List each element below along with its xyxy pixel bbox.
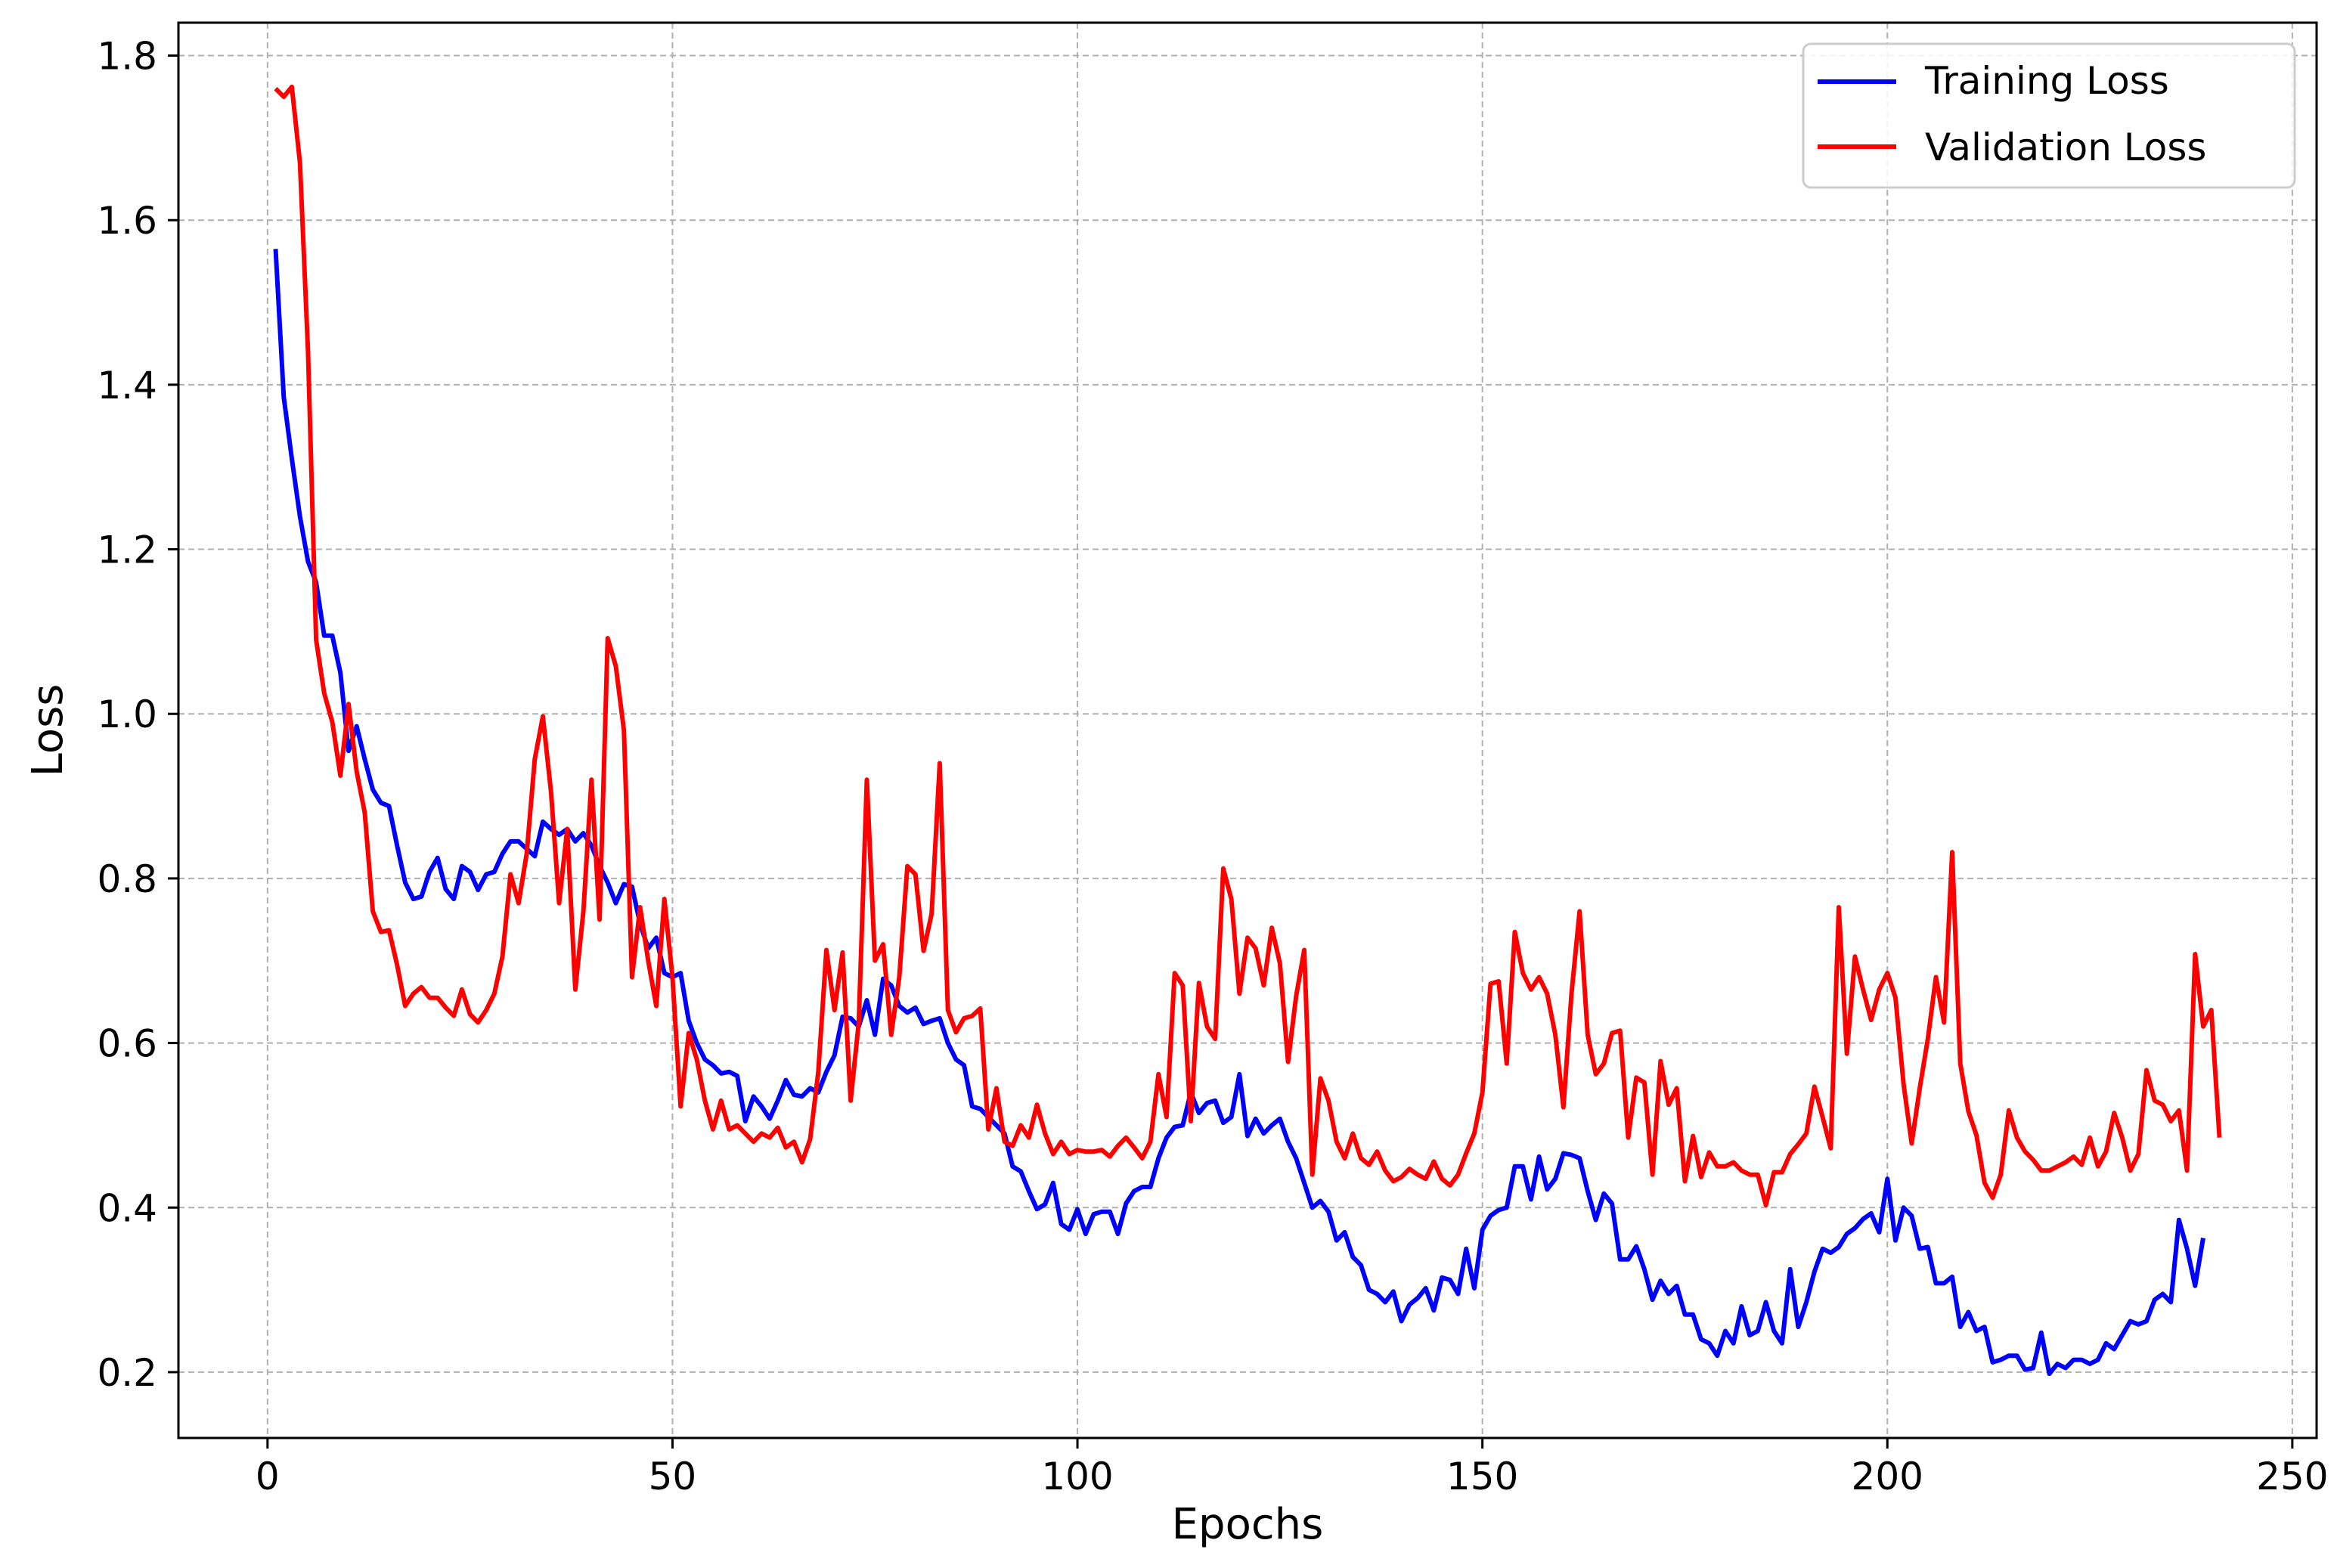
y-tick-label: 0.4: [97, 1186, 157, 1230]
plot-area-frame: [177, 21, 2318, 1439]
y-tick-label: 0.2: [97, 1351, 157, 1395]
x-tick-label: 200: [1852, 1455, 1923, 1498]
x-tick-label: 50: [649, 1455, 697, 1498]
x-axis-label: Epochs: [1172, 1500, 1324, 1549]
y-tick-label: 1.2: [97, 528, 157, 572]
axis-ticks: 0 50 100 150 200 250 0.2 0.4 0.6 0.8 1.0 1.2 1.4 1.6 1…: [97, 35, 2328, 1498]
y-tick-label: 1.4: [97, 364, 157, 407]
y-axis-label: Loss: [23, 684, 73, 777]
legend-box: [1802, 42, 2296, 189]
grid-lines: [178, 23, 2317, 1438]
series-line-training-loss: [273, 249, 2205, 1377]
y-tick-label: 1.0: [97, 693, 157, 736]
x-tick-label: 150: [1446, 1455, 1518, 1498]
y-tick-label: 1.6: [97, 199, 157, 243]
series-line-validation-loss: [274, 84, 2222, 1207]
y-tick-label: 0.8: [97, 857, 157, 901]
legend-label-training-loss: Training Loss: [1924, 59, 2169, 103]
x-tick-label: 100: [1041, 1455, 1113, 1498]
x-tick-label: 250: [2256, 1455, 2328, 1498]
legend-label-validation-loss: Validation Loss: [1925, 126, 2206, 169]
series-layer: [273, 84, 2222, 1377]
x-tick-label: 0: [256, 1455, 280, 1498]
legend: Training Loss Validation Loss: [1802, 42, 2296, 189]
y-tick-label: 0.6: [97, 1022, 157, 1066]
y-tick-label: 1.8: [97, 35, 157, 79]
